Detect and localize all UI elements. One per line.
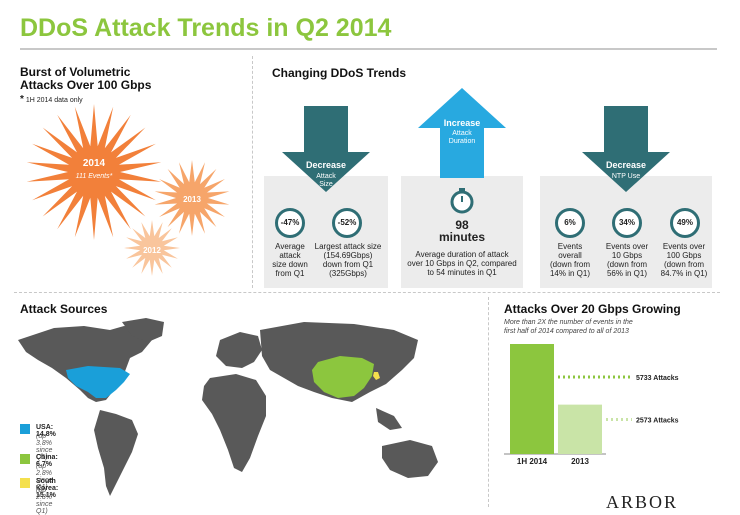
world-map [18, 318, 438, 496]
section-divider-vertical-top [252, 56, 253, 288]
legend-china-label: China: 6.7% [36, 454, 58, 468]
stat-caption-avg-size: Average attack size down from Q1 [264, 242, 316, 278]
caption-line: Events over [662, 242, 706, 251]
duration-value-block: 98 minutes [401, 219, 523, 243]
caption-line: 84.7% in Q1) [660, 269, 708, 278]
decrease-arrow-attack-size: Decrease Attack Size [282, 106, 370, 192]
caption-line: Largest attack size [314, 242, 382, 251]
title-divider [20, 48, 717, 50]
arrow1-sub2: Size [319, 181, 333, 188]
stat-circle-avg-size: -47% [275, 208, 305, 238]
burst-footnote: * 1H 2014 data only [20, 94, 83, 105]
caption-line: Events over [605, 242, 649, 251]
section-divider-vertical-bottom [488, 297, 489, 507]
arrow1-sub1: Attack [316, 173, 336, 180]
legend-south-korea-label: South Korea: 15.1% [36, 478, 59, 499]
arrow1-title: Decrease [306, 160, 346, 170]
legend-china-note: (up 2.8% since Q1) [36, 463, 53, 491]
arrow2-title: Increase [444, 118, 481, 128]
burst-heading: Burst of Volumetric Attacks Over 100 Gbp… [20, 66, 151, 92]
caption-line: (down from [606, 260, 647, 269]
arrow3-sub1: NTP Use [612, 173, 640, 180]
legend-swatch-usa [20, 424, 30, 434]
caption-line: (154.69Gbps) [323, 251, 373, 260]
usa-region [66, 366, 130, 398]
stat-caption-events-overall: Events overall (down from 14% in Q1) [543, 242, 597, 278]
category-label-2013: 2013 [571, 457, 589, 466]
duration-value: 98 [455, 218, 469, 232]
caption-line: overall [558, 251, 582, 260]
burst-starbursts: 2014 2013 2012 111 Events* [26, 104, 230, 276]
stat-circle-events-10gbps: 34% [612, 208, 642, 238]
stat-caption-events-100gbps: Events over 100 Gbps (down from 84.7% in… [655, 242, 713, 278]
stat-circle-largest-size: -52% [332, 208, 362, 238]
caption-line: Average [275, 242, 305, 251]
arrow2-sub1: Attack [452, 130, 472, 137]
south-korea-region [373, 372, 380, 380]
burst-2013-shape [154, 160, 230, 236]
legend-swatch-china [20, 454, 30, 464]
data-label-2013: 2573 Attacks [636, 417, 679, 424]
decrease-arrow-ntp: Decrease NTP Use [582, 106, 670, 192]
stat-circle-events-100gbps: 49% [670, 208, 700, 238]
duration-caption: Average duration of attack over 10 Gbps … [401, 250, 523, 277]
burst-label-2013: 2013 [183, 195, 201, 204]
caption-line: (down from [549, 260, 590, 269]
legend-south-korea-note: (up 2.8% since Q1) [36, 487, 53, 515]
legend-usa-note: (up 3.8% since Q1) [36, 433, 53, 461]
china-region [312, 356, 374, 398]
caption-line: down from Q1 [322, 260, 374, 269]
footnote-mark: * [20, 94, 24, 105]
duration-unit: minutes [438, 230, 485, 244]
caption-line: Average duration of attack [415, 250, 509, 259]
caption-line: 100 Gbps [666, 251, 702, 260]
caption-line: Events [557, 242, 583, 251]
caption-line: from Q1 [275, 269, 305, 278]
caption-line: (325Gbps) [329, 269, 367, 278]
growing-subtitle-line2: first half of 2014 compared to all of 20… [504, 328, 629, 335]
map-land [18, 318, 438, 496]
caption-line: attack [279, 251, 301, 260]
arrow3-title: Decrease [606, 160, 646, 170]
arrow2-sub2: Duration [449, 138, 476, 145]
bar-1h-2014 [510, 344, 554, 454]
legend-swatch-south-korea [20, 478, 30, 488]
legend-usa-label: USA: 14.8% [36, 424, 56, 438]
growing-subtitle-line1: More than 2X the number of events in the [504, 319, 633, 326]
sources-heading: Attack Sources [20, 302, 108, 316]
caption-line: 14% in Q1) [549, 269, 591, 278]
trends-heading: Changing DDoS Trends [272, 66, 407, 80]
burst-heading-line1: Burst of Volumetric [20, 65, 131, 79]
growing-heading: Attacks Over 20 Gbps Growing [504, 302, 681, 316]
bar-2013 [558, 404, 602, 454]
arbor-logo: ARBOR [606, 492, 679, 512]
caption-line: size down [272, 260, 308, 269]
growing-subtitle: More than 2X the number of events in the… [504, 318, 633, 336]
caption-line: over 10 Gbps in Q2, compared [407, 259, 517, 268]
caption-line: 10 Gbps [611, 251, 643, 260]
data-label-1h-2014: 5733 Attacks [636, 375, 679, 382]
burst-heading-line2: Attacks Over 100 Gbps [20, 78, 152, 92]
stat-caption-events-10gbps: Events over 10 Gbps (down from 56% in Q1… [599, 242, 655, 278]
caption-line: 56% in Q1) [606, 269, 648, 278]
stat-circle-events-overall: 6% [555, 208, 585, 238]
increase-arrow-duration: Increase Attack Duration [418, 88, 506, 178]
burst-2012-shape [124, 220, 180, 276]
burst-label-2012: 2012 [143, 246, 161, 255]
caption-line: to 54 minutes in Q1 [427, 268, 497, 277]
burst-label-2014: 2014 [83, 158, 106, 169]
page-title: DDoS Attack Trends in Q2 2014 [20, 14, 392, 42]
footnote-text: 1H 2014 data only [25, 97, 83, 104]
burst-2014-events: 111 Events* [76, 173, 113, 180]
stat-caption-largest-size: Largest attack size (154.69Gbps) down fr… [310, 242, 386, 278]
caption-line: (down from [663, 260, 704, 269]
burst-2014-shape [26, 104, 162, 240]
section-divider-horizontal [14, 292, 720, 293]
stopwatch-icon [450, 188, 474, 214]
category-label-1h-2014: 1H 2014 [517, 457, 548, 466]
bar-chart-20gbps: 5733 Attacks 2573 Attacks 1H 2014 2013 [504, 344, 679, 466]
